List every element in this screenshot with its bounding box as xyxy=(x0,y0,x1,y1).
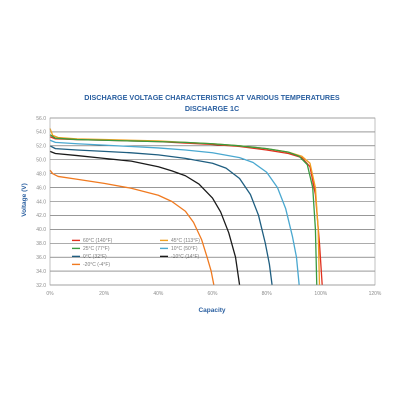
series-line xyxy=(49,169,215,286)
legend-entry: 45°C (113°F) xyxy=(171,238,200,244)
x-axis-ticks: 0% 20% 40% 60% 80% 100% 120% xyxy=(46,291,382,297)
x-tick-label: 0% xyxy=(46,291,54,297)
y-tick-label: 40.0 xyxy=(36,227,46,233)
x-tick-label: 120% xyxy=(369,291,382,297)
y-tick-label: 42.0 xyxy=(36,213,46,219)
x-tick-label: 20% xyxy=(99,291,110,297)
y-tick-label: 32.0 xyxy=(36,283,46,289)
y-tick-label: 34.0 xyxy=(36,269,46,275)
legend-entry: -20°C (-4°F) xyxy=(83,262,110,268)
legend-entry: 0°C (32°F) xyxy=(83,254,107,260)
legend-entry: 60°C (140°F) xyxy=(83,238,113,244)
chart-title: DISCHARGE VOLTAGE CHARACTERISTICS AT VAR… xyxy=(84,93,340,102)
series-line xyxy=(49,145,273,286)
series-line xyxy=(49,134,318,286)
series-line xyxy=(49,139,300,286)
plot-frame xyxy=(49,117,376,286)
y-tick-label: 52.0 xyxy=(36,144,46,150)
series-line xyxy=(49,150,241,286)
legend-entry: -10°C (14°F) xyxy=(171,254,200,260)
y-tick-label: 44.0 xyxy=(36,199,46,205)
legend-entry: 25°C (77°F) xyxy=(83,246,110,252)
y-tick-label: 48.0 xyxy=(36,171,46,177)
x-tick-label: 60% xyxy=(207,291,218,297)
legend-entry: 10°C (50°F) xyxy=(171,246,198,252)
y-tick-label: 50.0 xyxy=(36,158,46,164)
x-axis-label: Capacity xyxy=(198,307,225,314)
series-lines xyxy=(49,128,323,286)
x-tick-label: 80% xyxy=(262,291,273,297)
y-tick-label: 46.0 xyxy=(36,185,46,191)
chart-subtitle: DISCHARGE 1C xyxy=(185,104,239,113)
y-axis-ticks: 32.0 34.0 36.0 38.0 40.0 42.0 44.0 46.0 48.0 50.0… xyxy=(36,116,46,289)
y-tick-label: 54.0 xyxy=(36,130,46,136)
y-axis-label: Voltage (V) xyxy=(21,183,28,216)
x-tick-label: 100% xyxy=(314,291,327,297)
x-tick-label: 40% xyxy=(153,291,164,297)
y-tick-label: 38.0 xyxy=(36,241,46,247)
y-tick-label: 36.0 xyxy=(36,255,46,261)
legend: 60°C (140°F) 45°C (113°F) 25°C (77°F) 10°C … xyxy=(72,238,200,268)
y-tick-label: 56.0 xyxy=(36,116,46,122)
